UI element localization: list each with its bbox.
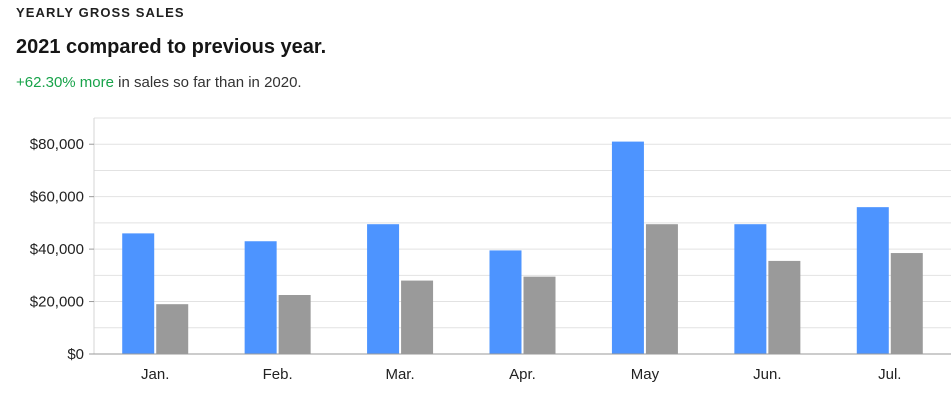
y-tick-label: $0	[67, 346, 84, 363]
growth-highlight: +62.30% more	[16, 74, 114, 91]
x-tick-label: Jun.	[753, 366, 781, 383]
bar-current-year	[856, 207, 889, 354]
bar-previous-year	[156, 304, 189, 354]
x-tick-label: Apr.	[509, 366, 536, 383]
sales-bar-chart: $0 $20,000 $40,000 $60,000 $80,000 Jan. Feb. Ma…	[30, 117, 951, 383]
bar-previous-year	[523, 276, 556, 354]
y-tick-label: $20,000	[30, 294, 84, 311]
bar-current-year	[122, 233, 155, 354]
y-tick-label: $40,000	[30, 241, 84, 258]
x-tick-label: Mar.	[385, 366, 414, 383]
bar-current-year	[244, 241, 277, 354]
chart-eyebrow: YEARLY GROSS SALES	[16, 5, 185, 20]
bar-current-year	[489, 250, 522, 354]
bar-previous-year	[278, 295, 311, 354]
x-tick-label: May	[631, 366, 660, 383]
chart-title: 2021 compared to previous year.	[16, 36, 327, 58]
bar-current-year	[611, 141, 644, 354]
bar-previous-year	[401, 280, 434, 354]
x-tick-label: Jan.	[141, 366, 169, 383]
x-tick-label: Feb.	[263, 366, 293, 383]
chart-subtitle: +62.30% more in sales so far than in 202…	[16, 74, 302, 91]
y-tick-label: $80,000	[30, 136, 84, 153]
x-tick-label: Jul.	[878, 366, 901, 383]
bar-previous-year	[890, 253, 923, 354]
bar-current-year	[367, 224, 400, 354]
bar-previous-year	[768, 260, 801, 354]
subtitle-rest: in sales so far than in 2020.	[113, 74, 302, 91]
bar-previous-year	[645, 224, 678, 354]
bar-current-year	[734, 224, 767, 354]
y-tick-label: $60,000	[30, 189, 84, 206]
